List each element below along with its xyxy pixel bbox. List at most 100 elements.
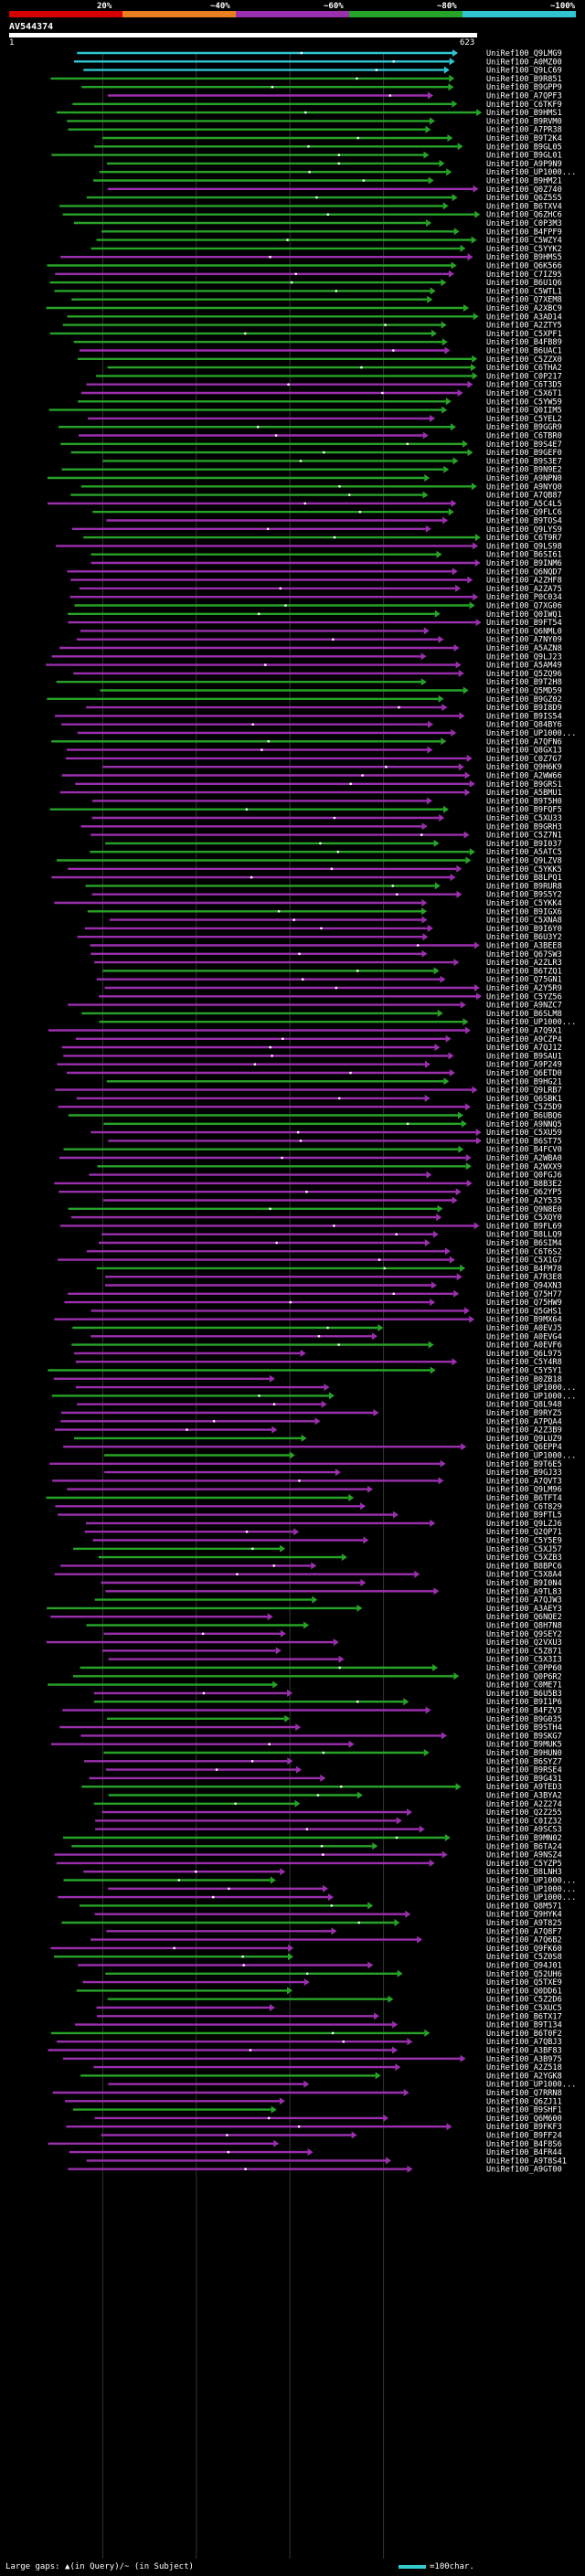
hit-label[interactable]: UniRef100_C6T829 [486,1502,562,1511]
hit-label[interactable]: UniRef100_A9CZP4 [486,1035,562,1044]
hit-label[interactable]: UniRef100_B0ZB18 [486,1375,562,1384]
hit-label[interactable]: UniRef100_Q0IWQ1 [486,610,562,620]
hit-row[interactable]: UniRef100_Q9LMG9 [77,49,562,58]
hit-row[interactable]: UniRef100_Q6ETD0 [66,1069,562,1078]
hit-row[interactable]: UniRef100_A5C4L5 [48,499,562,509]
hit-label[interactable]: UniRef100_A7QB87 [486,492,562,501]
hit-row[interactable]: UniRef100_C5Y4R8 [75,1358,562,1367]
hit-row[interactable]: UniRef100_A9T8S41 [86,2157,567,2166]
hit-label[interactable]: UniRef100_Q8M571 [486,1902,562,1911]
hit-label[interactable]: UniRef100_A7Q6B2 [486,1936,562,1945]
hit-row[interactable]: UniRef100_C5YKK4 [54,899,562,908]
hit-row[interactable]: UniRef100_B4FM78 [96,1264,562,1274]
hit-row[interactable]: UniRef100_C5YZP5 [56,1859,562,1869]
hit-label[interactable]: UniRef100_A2Y535 [486,1197,562,1206]
hit-label[interactable]: UniRef100_A9P249 [486,1061,562,1070]
hit-row[interactable]: UniRef100_A9T825 [61,1919,562,1928]
hit-label[interactable]: UniRef100_Q9LYS9 [486,525,562,535]
hit-row[interactable]: UniRef100_B9FTL5 [58,1511,562,1521]
hit-label[interactable]: UniRef100_UP1000... [486,729,576,738]
hit-label[interactable]: UniRef100_Q75H77 [486,1290,562,1299]
hit-label[interactable]: UniRef100_B4F8S6 [486,2140,562,2149]
hit-label[interactable]: UniRef100_A9P9N9 [486,160,562,169]
hit-label[interactable]: UniRef100_A2Z518 [486,2063,562,2072]
hit-row[interactable]: UniRef100_B9RUR8 [85,882,562,891]
hit-label[interactable]: UniRef100_A9NZC7 [486,1002,562,1011]
hit-row[interactable]: UniRef100_C5XU33 [91,814,562,823]
hit-row[interactable]: UniRef100_A9P9N9 [106,159,562,169]
hit-row[interactable]: UniRef100_C5XU59 [90,1129,562,1138]
hit-label[interactable]: UniRef100_B9I1P6 [486,1698,562,1707]
hit-row[interactable]: UniRef100_Q5TXE9 [82,1978,562,1988]
hit-label[interactable]: UniRef100_A0EVJ5 [486,1324,562,1333]
hit-label[interactable]: UniRef100_B9I8D9 [486,704,562,713]
hit-label[interactable]: UniRef100_Q9LZV8 [486,857,562,866]
hit-row[interactable]: UniRef100_A9SCS3 [95,1825,562,1835]
hit-row[interactable]: UniRef100_C5YYK2 [90,244,562,254]
hit-label[interactable]: UniRef100_Q9LMG9 [486,49,562,58]
hit-row[interactable]: UniRef100_Q9FK60 [50,1944,562,1954]
hit-row[interactable]: UniRef100_B6SYZ7 [83,1757,562,1766]
hit-row[interactable]: UniRef100_Q6NQD7 [67,567,562,577]
hit-row[interactable]: UniRef100_B9S3E7 [102,457,562,466]
hit-label[interactable]: UniRef100_B9FTL5 [486,1511,562,1521]
hit-row[interactable]: UniRef100_A2YGK8 [80,2072,562,2081]
hit-label[interactable]: UniRef100_C5XZB3 [486,1553,562,1563]
hit-row[interactable]: UniRef100_C5Z871 [102,1647,562,1656]
hit-row[interactable]: UniRef100_A7R3E8 [105,1273,562,1282]
hit-label[interactable]: UniRef100_A2YGK8 [486,2072,562,2081]
hit-row[interactable]: UniRef100_C0ME71 [48,1680,562,1691]
hit-row[interactable]: UniRef100_Q9LZJ6 [85,1519,562,1529]
hit-label[interactable]: UniRef100_A7QFN6 [486,737,562,747]
hit-row[interactable]: UniRef100_UP1000... [77,729,577,738]
hit-label[interactable]: UniRef100_B9I037 [486,840,562,849]
hit-label[interactable]: UniRef100_C5YZ56 [486,992,562,1002]
hit-label[interactable]: UniRef100_Q9LS98 [486,542,562,551]
hit-row[interactable]: UniRef100_C5XPF1 [49,329,562,339]
hit-label[interactable]: UniRef100_B9RYZ5 [486,1409,562,1418]
hit-row[interactable]: UniRef100_B6TXV4 [59,202,562,211]
hit-label[interactable]: UniRef100_C5XJ57 [486,1545,562,1554]
hit-row[interactable]: UniRef100_A5AM49 [46,661,562,671]
hit-label[interactable]: UniRef100_B9RUR8 [486,882,562,891]
hit-label[interactable]: UniRef100_Q6Z5S5 [486,194,562,203]
hit-label[interactable]: UniRef100_B9IS54 [486,712,562,721]
hit-row[interactable]: UniRef100_A2Z518 [93,2063,562,2072]
hit-label[interactable]: UniRef100_B6SLM8 [486,1010,562,1019]
hit-row[interactable]: UniRef100_UP1000... [58,1893,576,1903]
hit-label[interactable]: UniRef100_B6TA24 [486,1842,562,1851]
hit-row[interactable]: UniRef100_B9I0N4 [101,1579,562,1588]
hit-row[interactable]: UniRef100_A7QFN6 [51,737,562,747]
hit-row[interactable]: UniRef100_B9GEF0 [70,449,562,458]
hit-row[interactable]: UniRef100_C5WTL1 [54,287,562,296]
hit-row[interactable]: UniRef100_B4F8S6 [48,2139,562,2149]
hit-label[interactable]: UniRef100_Q75GN1 [486,976,562,985]
hit-label[interactable]: UniRef100_A3B975 [486,2055,562,2064]
hit-row[interactable]: UniRef100_A2ZLR3 [94,959,562,968]
hit-row[interactable]: UniRef100_B6T0F2 [50,2029,562,2039]
hit-row[interactable]: UniRef100_B8B3E2 [54,1179,562,1189]
hit-label[interactable]: UniRef100_Q84BY6 [486,721,562,730]
hit-label[interactable]: UniRef100_UP1000... [486,1885,576,1894]
hit-row[interactable]: UniRef100_A9NSZ4 [54,1850,562,1860]
hit-label[interactable]: UniRef100_C0IZ32 [486,1817,562,1826]
hit-row[interactable]: UniRef100_B9IGX6 [87,907,562,917]
hit-label[interactable]: UniRef100_Q9LZJ6 [486,1520,562,1529]
hit-row[interactable]: UniRef100_A7NY09 [76,635,562,645]
hit-row[interactable]: UniRef100_B4FB89 [73,338,562,347]
hit-row[interactable]: UniRef100_Q9LYS9 [71,525,562,535]
hit-label[interactable]: UniRef100_A7PQA4 [486,1417,562,1426]
hit-row[interactable]: UniRef100_Q8M571 [79,1902,562,1911]
hit-row[interactable]: UniRef100_B9GL05 [94,143,562,152]
hit-label[interactable]: UniRef100_C5YW59 [486,398,562,407]
hit-row[interactable]: UniRef100_C0P217 [96,372,562,381]
hit-row[interactable]: UniRef100_B6TFT4 [46,1494,562,1503]
hit-row[interactable]: UniRef100_A7QVT3 [52,1477,562,1486]
hit-label[interactable]: UniRef100_A9T825 [486,1919,562,1928]
hit-label[interactable]: UniRef100_C5ZZX0 [486,355,562,365]
hit-label[interactable]: UniRef100_B9INM6 [486,559,562,568]
hit-row[interactable]: UniRef100_Q75HW9 [64,1299,562,1308]
hit-row[interactable]: UniRef100_A2Z3B9 [54,1426,562,1436]
hit-label[interactable]: UniRef100_C7IZ95 [486,270,562,280]
hit-row[interactable]: UniRef100_A2Y5R9 [104,984,562,993]
